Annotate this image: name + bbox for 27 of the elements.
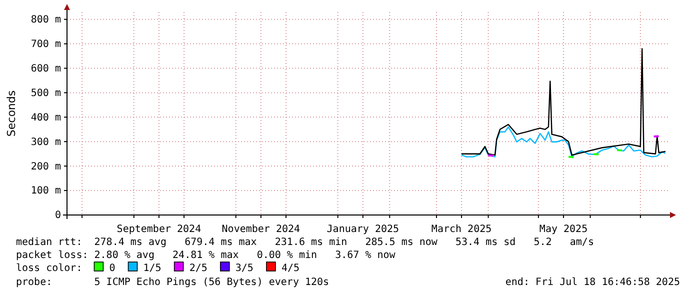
- y-tick-label: 200 m: [30, 161, 61, 172]
- text: median rtt: 278.4 ms avg 679.4 ms max 231.6 ms min 285.5 ms now 53.4 ms sd 5.2 am/s: [16, 237, 594, 248]
- y-tick-label: 500 m: [30, 88, 61, 99]
- text: end: Fri Jul 18 16:46:58 2025: [505, 277, 680, 288]
- legend-label: 4/5: [281, 263, 300, 274]
- y-axis-title: Seconds: [5, 90, 18, 137]
- line-series: [460, 48, 666, 156]
- y-tick-label: 0: [54, 210, 61, 222]
- y-tick-label: 800 m: [30, 14, 61, 26]
- text: probe: 5 ICMP Echo Pings (56 Bytes) every 120s: [16, 277, 330, 288]
- y-tick-label: 600 m: [30, 63, 61, 74]
- line-series: [460, 126, 666, 158]
- y-tick-label: 100 m: [30, 186, 61, 197]
- y-tick-label: 300 m: [30, 136, 61, 148]
- legend-label: 1/5: [143, 263, 162, 274]
- legend-title: loss color:: [16, 263, 82, 274]
- legend-label: 0: [109, 263, 116, 274]
- y-tick-label: 700 m: [30, 38, 61, 50]
- x-tick-label: January 2025: [326, 224, 400, 235]
- legend-label: 2/5: [189, 263, 208, 274]
- x-tick-label: September 2024: [116, 224, 202, 235]
- y-tick-label: 400 m: [30, 112, 61, 124]
- x-tick-label: May 2025: [539, 224, 588, 235]
- x-tick-label: March 2025: [431, 224, 492, 235]
- x-tick-label: November 2024: [222, 224, 300, 235]
- legend-label: 3/5: [235, 263, 254, 274]
- text: packet loss: 2.80 % avg 24.81 % max 0.00 % min 3.67 % now: [16, 250, 396, 261]
